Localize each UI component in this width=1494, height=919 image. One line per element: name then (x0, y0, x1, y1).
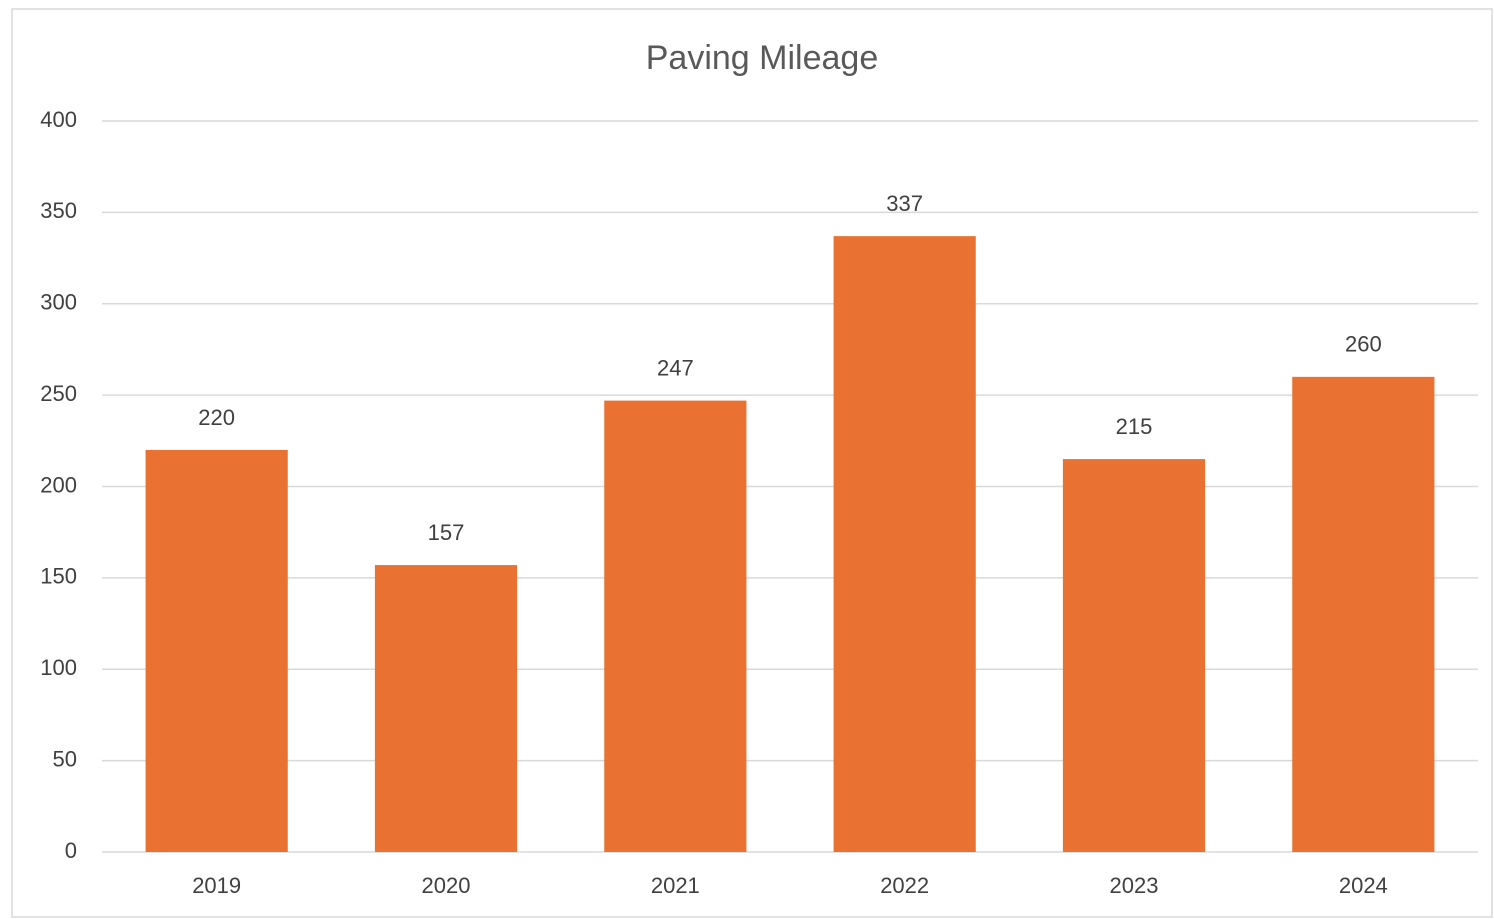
y-tick-label: 400 (40, 107, 77, 132)
data-label: 247 (657, 355, 694, 380)
y-tick-label: 150 (40, 564, 77, 589)
x-tick-label: 2023 (1110, 873, 1159, 898)
bar (604, 400, 747, 852)
chart-title: Paving Mileage (646, 39, 878, 77)
data-label: 220 (198, 405, 235, 430)
data-label: 337 (886, 191, 923, 216)
bar (145, 449, 288, 852)
x-tick-label: 2021 (651, 873, 700, 898)
y-tick-label: 0 (65, 838, 77, 863)
x-tick-label: 2022 (880, 873, 929, 898)
y-tick-label: 300 (40, 290, 77, 315)
x-tick-label: 2019 (192, 873, 241, 898)
y-tick-label: 200 (40, 472, 77, 497)
x-tick-label: 2024 (1339, 873, 1388, 898)
bar (1292, 376, 1435, 852)
bar (1062, 459, 1206, 852)
bar (833, 236, 976, 852)
data-label: 215 (1116, 414, 1153, 439)
x-tick-label: 2020 (422, 873, 471, 898)
y-tick-label: 350 (40, 198, 77, 223)
data-label: 260 (1345, 332, 1382, 357)
y-tick-label: 250 (40, 381, 77, 406)
data-label: 157 (428, 520, 465, 545)
bar (374, 565, 518, 852)
y-tick-label: 100 (40, 655, 77, 680)
y-tick-label: 50 (53, 746, 77, 771)
